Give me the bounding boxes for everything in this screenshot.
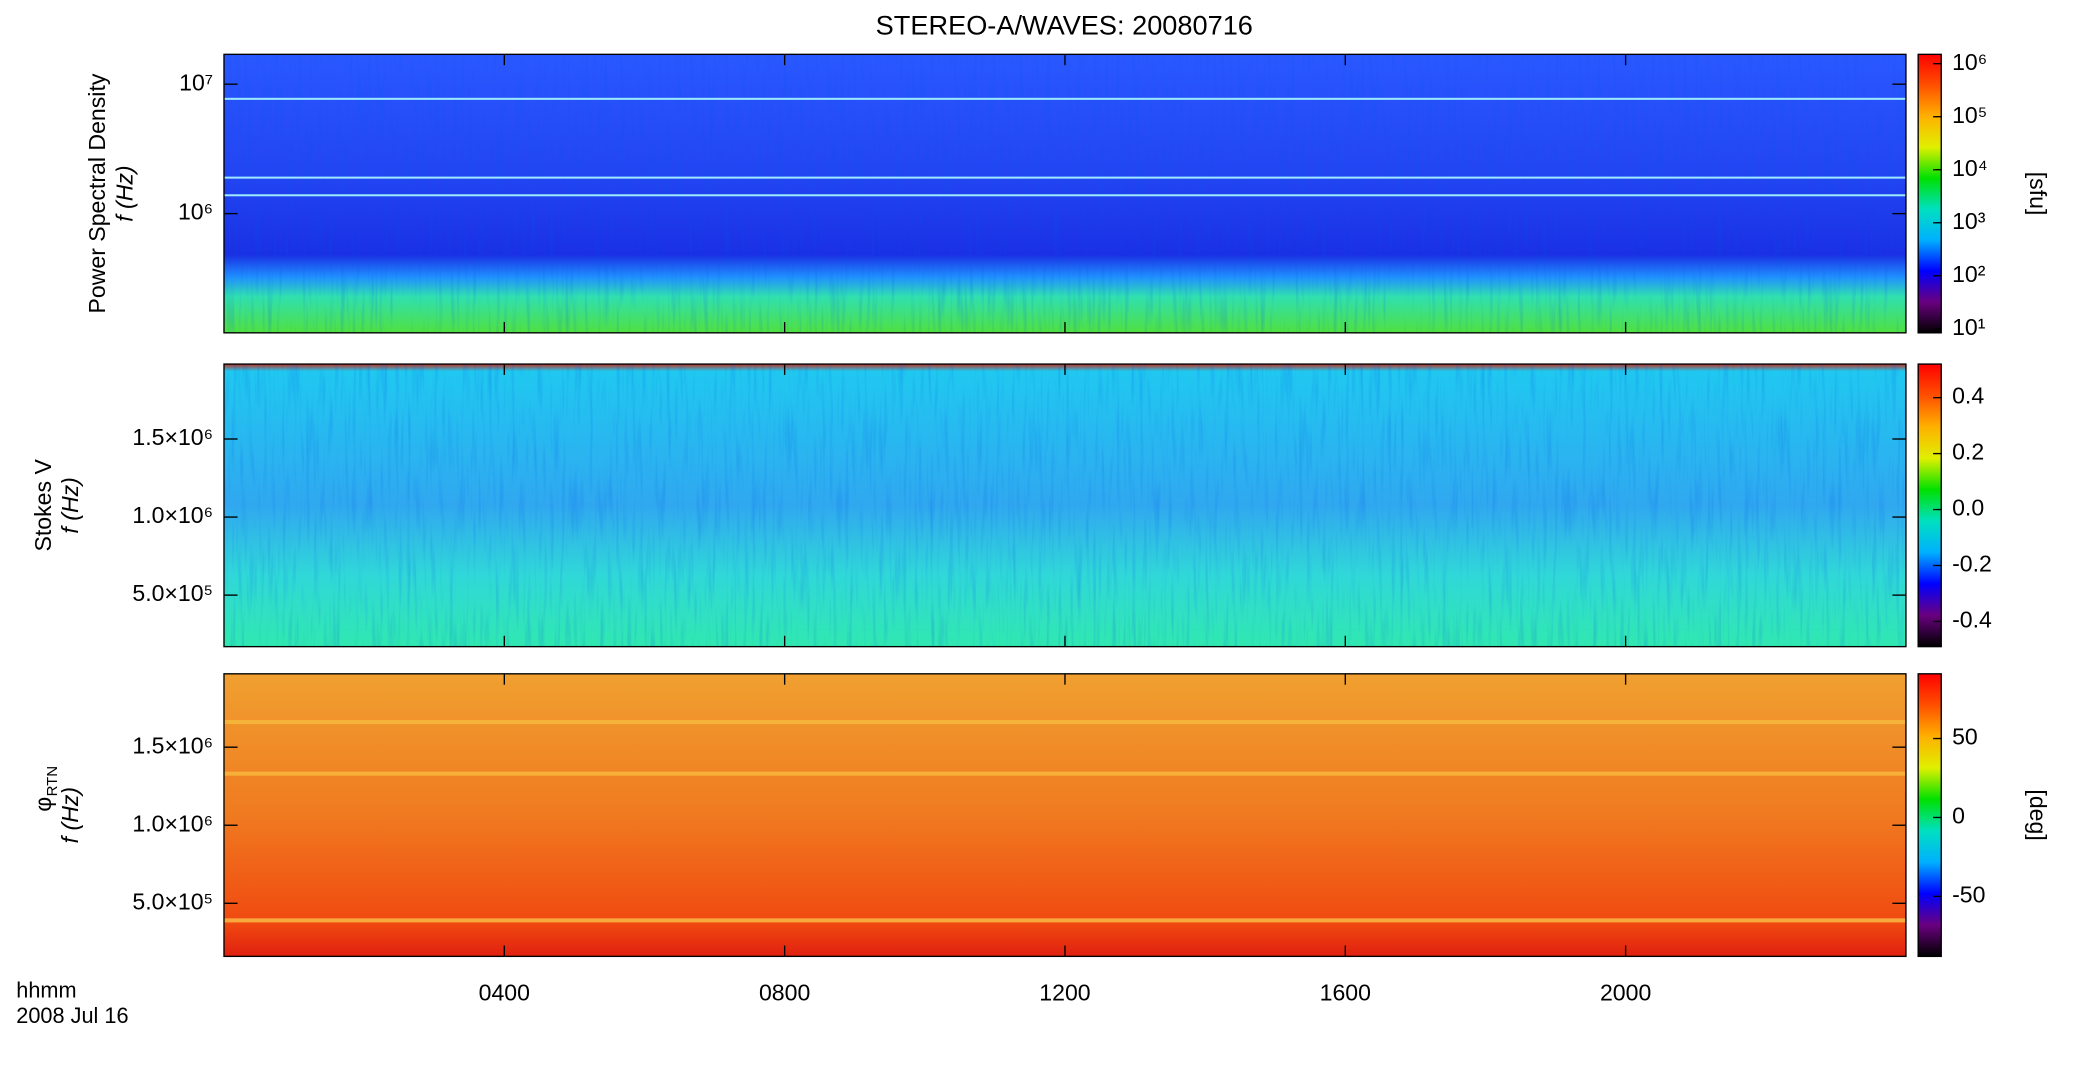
chart-title: STEREO-A/WAVES: 20080716 (876, 9, 1253, 40)
y-tick-label: 1.5×10⁶ (132, 424, 213, 450)
y-axis-label-sub: RTN (44, 766, 61, 796)
colorbar-tick-label: 0.2 (1952, 439, 1984, 465)
x-tick-label: 2000 (1600, 980, 1651, 1006)
x-tick-label: 0400 (479, 980, 530, 1006)
band-line (223, 176, 1906, 179)
y-tick-label: 10⁶ (178, 199, 213, 225)
colorbar-tick-label: 10⁵ (1952, 102, 1987, 128)
y-axis-label: f (Hz) (57, 787, 83, 843)
y-axis-label: f (Hz) (111, 165, 137, 221)
band-line (223, 918, 1906, 923)
y-tick-label: 5.0×10⁵ (132, 580, 213, 606)
band-line (223, 194, 1906, 197)
x-tick-label: 0800 (759, 980, 810, 1006)
spectrogram-image (223, 673, 1906, 957)
colorbar-tick-label: 50 (1952, 724, 1978, 750)
colorbar-tick-label: 10⁴ (1952, 155, 1988, 181)
colorbar-tick-label: 10⁶ (1952, 49, 1987, 75)
colorbar-tick-label: 10¹ (1952, 314, 1986, 340)
y-tick-label: 5.0×10⁵ (132, 888, 213, 914)
y-axis-label: f (Hz) (57, 477, 83, 533)
colorbar-tick-label: 10² (1952, 261, 1986, 287)
y-axis-label: Power Spectral Density (84, 73, 110, 313)
colorbar (1917, 363, 1942, 648)
band-line (223, 771, 1906, 776)
colorbar-tick-label: -0.2 (1952, 551, 1992, 577)
band-line (223, 97, 1906, 100)
date-label: 2008 Jul 16 (16, 1003, 128, 1028)
y-axis-label: Stokes V (30, 459, 56, 552)
colorbar-tick-label: 10³ (1952, 208, 1986, 234)
colorbar-tick-label: -50 (1952, 881, 1985, 907)
y-tick-label: 1.0×10⁶ (132, 502, 213, 528)
colorbar-tick-label: 0.0 (1952, 495, 1984, 521)
colorbar (1917, 53, 1942, 334)
x-tick-label: 1600 (1320, 980, 1371, 1006)
colorbar-label: [sfu] (2025, 172, 2051, 216)
x-axis-label: hhmm (16, 977, 76, 1002)
colorbar-tick-label: 0.4 (1952, 383, 1984, 409)
x-tick-label: 1200 (1039, 980, 1090, 1006)
spectrogram-texture (223, 54, 1906, 333)
colorbar (1917, 673, 1942, 958)
y-tick-label: 1.0×10⁶ (132, 810, 213, 836)
y-tick-label: 10⁷ (179, 69, 213, 95)
colorbar-tick-label: -0.4 (1952, 607, 1992, 633)
colorbar-label: [deg] (2025, 789, 2051, 840)
band-line (223, 720, 1906, 725)
spectrogram-texture (223, 364, 1906, 647)
y-tick-label: 1.5×10⁶ (132, 732, 213, 758)
colorbar-tick-label: 0 (1952, 803, 1965, 829)
panel-backgrounds (223, 54, 1906, 957)
y-axis-label: φ (30, 797, 56, 812)
